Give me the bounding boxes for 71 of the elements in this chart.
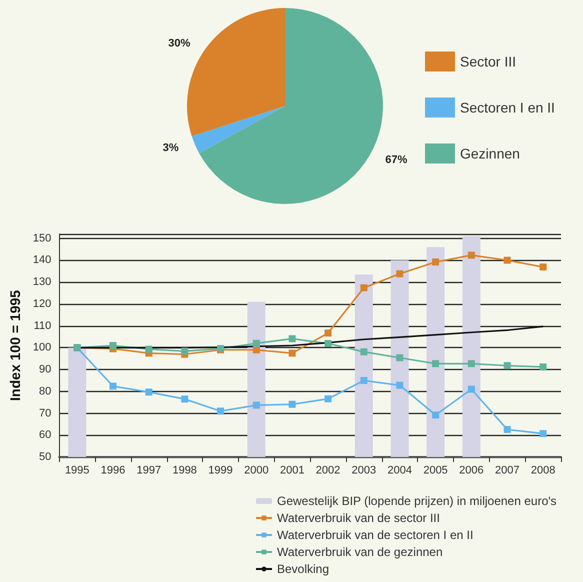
point <box>181 396 188 403</box>
y-tick-label: 50 <box>39 451 52 463</box>
data-label: 67% <box>385 154 408 166</box>
point <box>396 270 404 278</box>
point <box>145 388 152 396</box>
y-tick-label: 100 <box>32 342 52 354</box>
point <box>504 256 511 264</box>
x-tick-label: 2003 <box>352 464 376 476</box>
point <box>504 362 511 370</box>
legend-label: Waterverbruik van de sector III <box>277 511 440 525</box>
legend-label: Sector III <box>460 54 516 70</box>
x-tick-label: 2002 <box>316 464 340 476</box>
y-tick-label: 110 <box>34 320 52 332</box>
point <box>432 360 440 368</box>
point <box>217 408 224 415</box>
point <box>396 354 404 362</box>
y-tick-label: 90 <box>39 364 52 376</box>
point <box>468 252 475 259</box>
point <box>540 264 547 271</box>
point <box>540 430 547 438</box>
x-tick-label: 1997 <box>136 464 162 476</box>
point <box>468 386 475 393</box>
x-tick-label: 1999 <box>208 464 233 476</box>
y-tick-label: 140 <box>32 254 52 266</box>
point <box>324 340 332 348</box>
point <box>181 348 188 355</box>
point <box>288 350 296 357</box>
point <box>396 382 404 389</box>
point <box>504 426 511 433</box>
x-tick-label: 2007 <box>495 464 520 476</box>
data-label: 3% <box>162 142 179 154</box>
x-tick-label: 2006 <box>459 464 484 476</box>
x-tick-label: 2008 <box>530 464 556 476</box>
point <box>432 412 440 419</box>
point <box>324 395 332 402</box>
point <box>110 342 117 349</box>
point <box>540 363 547 370</box>
point <box>252 346 260 354</box>
y-tick-label: 60 <box>39 429 52 442</box>
y-tick-label: 120 <box>32 298 52 310</box>
point <box>252 340 260 347</box>
y-tick-label: 70 <box>39 407 52 420</box>
x-tick-label: 2000 <box>244 464 269 476</box>
x-tick-label: 1996 <box>100 464 126 476</box>
point <box>432 258 440 266</box>
legend-label: Waterverbruik van de sectoren I en II <box>277 528 474 542</box>
legend-label: Gezinnen <box>460 146 520 162</box>
y-tick-label: 130 <box>32 276 52 288</box>
point <box>288 335 296 342</box>
x-tick-label: 2001 <box>280 464 304 476</box>
x-tick-label: 1998 <box>172 464 197 476</box>
legend-label: Gewestelijk BIP (lopende prijzen) in miljoenen euro's <box>277 494 557 508</box>
point <box>360 284 368 292</box>
point <box>288 400 296 408</box>
y-tick-label: 150 <box>32 232 52 244</box>
point <box>145 346 152 353</box>
y-axis-title: Index 100 = 1995 <box>7 290 23 401</box>
point <box>468 360 475 368</box>
point <box>360 348 368 356</box>
data-label: 30% <box>168 38 190 50</box>
point <box>110 382 117 390</box>
point <box>324 330 332 337</box>
x-tick-label: 2005 <box>423 464 448 476</box>
legend-label: Sectoren I en II <box>460 100 555 116</box>
x-tick-label: 2004 <box>387 464 412 476</box>
point <box>360 376 368 384</box>
point <box>252 402 260 409</box>
legend-label: Bevolking <box>277 562 330 576</box>
x-tick-label: 1995 <box>64 464 90 476</box>
y-tick-label: 80 <box>39 385 52 398</box>
legend-label: Waterverbruik van de gezinnen <box>277 545 443 559</box>
